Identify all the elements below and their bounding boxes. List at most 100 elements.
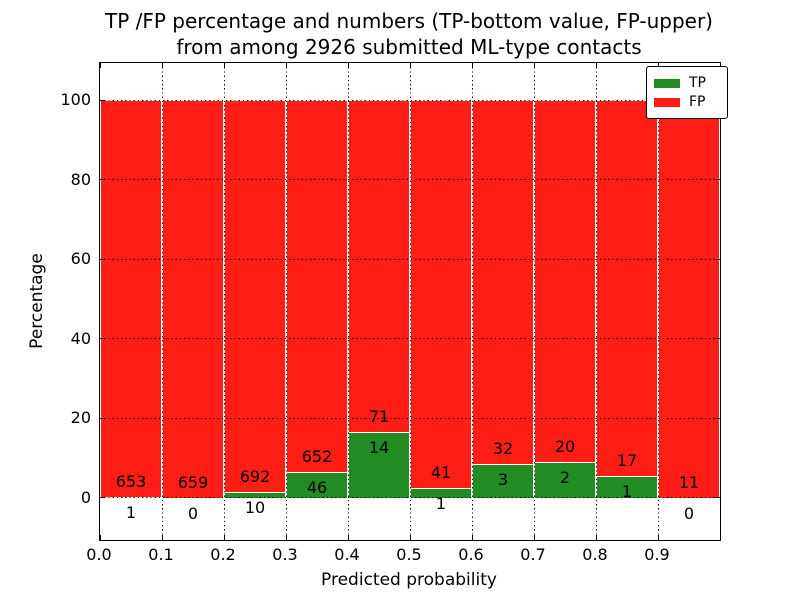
bar-segment-tp bbox=[472, 463, 534, 498]
y-tick-label: 100 bbox=[60, 90, 91, 110]
gridline-vertical bbox=[471, 63, 473, 540]
y-tick-mark bbox=[100, 99, 105, 101]
x-tick-label: 0.3 bbox=[272, 545, 298, 564]
bar-label-tp: 3 bbox=[497, 469, 509, 489]
y-tick-label: 80 bbox=[70, 169, 91, 189]
y-tick-label: 40 bbox=[70, 328, 91, 348]
x-tick-mark bbox=[161, 535, 163, 540]
x-tick-mark-top bbox=[719, 63, 721, 68]
x-tick-mark bbox=[223, 535, 225, 540]
gridline-vertical bbox=[533, 63, 535, 540]
bar-label-fp: 653 bbox=[115, 472, 147, 492]
plot-area: 653 1 659 0 692 10 652 46 71 14 41 1 32 3 20 2 17 1 11 0 TP… bbox=[99, 62, 728, 541]
bar-label-fp: 17 bbox=[616, 450, 638, 470]
bar-label-fp: 652 bbox=[301, 446, 333, 466]
x-tick-mark bbox=[533, 535, 535, 540]
grid-layer bbox=[100, 63, 720, 540]
x-tick-mark-top bbox=[595, 63, 597, 68]
gridline-vertical bbox=[161, 63, 163, 540]
y-tick-mark bbox=[100, 258, 105, 260]
x-tick-mark bbox=[99, 535, 101, 540]
x-tick-label: 0.1 bbox=[148, 545, 174, 564]
legend-label-tp: TP bbox=[689, 75, 706, 91]
bar-segment-fp bbox=[162, 100, 224, 498]
bar-segment-tp bbox=[534, 461, 596, 498]
x-tick-mark bbox=[285, 535, 287, 540]
legend-item-tp: TP bbox=[654, 75, 720, 92]
chart-title-line2: from among 2926 submitted ML-type contac… bbox=[176, 35, 642, 60]
x-tick-mark-top bbox=[161, 63, 163, 68]
x-tick-mark-top bbox=[223, 63, 225, 68]
bar-label-fp: 41 bbox=[430, 463, 452, 483]
x-tick-mark bbox=[719, 535, 721, 540]
x-tick-mark bbox=[595, 535, 597, 540]
gridline-vertical bbox=[657, 63, 659, 540]
y-tick-mark-right bbox=[715, 338, 720, 340]
x-tick-label: 0.2 bbox=[210, 545, 236, 564]
y-tick-label: 20 bbox=[70, 408, 91, 428]
legend-label-fp: FP bbox=[689, 93, 706, 110]
bar-label-tp: 2 bbox=[559, 467, 571, 487]
y-tick-mark-right bbox=[715, 417, 720, 419]
y-tick-mark bbox=[100, 338, 105, 340]
y-tick-mark-right bbox=[715, 258, 720, 260]
chart-title: TP /FP percentage and numbers (TP-bottom… bbox=[99, 8, 719, 61]
x-axis-label: Predicted probability bbox=[321, 570, 497, 590]
bar-label-tp: 14 bbox=[368, 438, 390, 458]
x-tick-mark bbox=[347, 535, 349, 540]
bar-segment-tp bbox=[286, 471, 348, 498]
y-tick-mark bbox=[100, 417, 105, 419]
bar-label-fp: 32 bbox=[492, 438, 514, 458]
x-tick-label: 0.8 bbox=[582, 545, 608, 564]
bar-label-tp: 1 bbox=[621, 481, 633, 501]
bar-segment-fp bbox=[596, 100, 658, 476]
y-axis-label: Percentage bbox=[27, 253, 47, 349]
bar-label-fp: 11 bbox=[678, 472, 700, 492]
tick-marks-layer bbox=[99, 63, 721, 540]
bar-label-tp: 10 bbox=[244, 498, 266, 518]
bar-label-fp: 20 bbox=[554, 436, 576, 456]
x-tick-mark bbox=[409, 535, 411, 540]
x-tick-label: 0.0 bbox=[86, 545, 112, 564]
bar-label-fp: 692 bbox=[239, 467, 271, 487]
chart-title-line1: TP /FP percentage and numbers (TP-bottom… bbox=[105, 9, 713, 33]
y-tick-mark bbox=[100, 497, 105, 499]
x-tick-mark-top bbox=[533, 63, 535, 68]
x-tick-label: 0.9 bbox=[644, 545, 670, 564]
bars-layer bbox=[100, 63, 720, 540]
x-tick-mark-top bbox=[657, 63, 659, 68]
bar-segment-fp bbox=[658, 100, 720, 498]
gridline-vertical bbox=[409, 63, 411, 540]
bar-segment-fp bbox=[100, 100, 162, 498]
y-tick-mark-right bbox=[715, 179, 720, 181]
x-tick-mark-top bbox=[347, 63, 349, 68]
x-tick-label: 0.7 bbox=[520, 545, 546, 564]
bar-label-tp: 1 bbox=[435, 494, 447, 514]
bar-label-fp: 71 bbox=[368, 407, 390, 427]
bar-label-fp: 659 bbox=[177, 472, 209, 492]
x-tick-mark-top bbox=[409, 63, 411, 68]
gridline-vertical bbox=[285, 63, 287, 540]
bar-label-tp: 1 bbox=[125, 503, 137, 523]
y-tick-label: 60 bbox=[70, 249, 91, 269]
y-tick-mark-right bbox=[715, 497, 720, 499]
x-tick-mark-top bbox=[471, 63, 473, 68]
y-tick-label: 0 bbox=[80, 487, 91, 507]
gridline-vertical bbox=[595, 63, 597, 540]
x-tick-label: 0.5 bbox=[396, 545, 422, 564]
bar-label-tp: 0 bbox=[683, 503, 695, 523]
fp-color-swatch bbox=[654, 97, 680, 107]
gridline-vertical bbox=[347, 63, 349, 540]
legend-item-fp: FP bbox=[654, 94, 720, 111]
y-tick-mark bbox=[100, 179, 105, 181]
x-tick-label: 0.4 bbox=[334, 545, 360, 564]
x-tick-mark-top bbox=[285, 63, 287, 68]
bar-label-tp: 46 bbox=[306, 477, 328, 497]
legend: TP FP bbox=[646, 66, 728, 119]
x-tick-mark-top bbox=[99, 63, 101, 68]
bar-label-tp: 0 bbox=[187, 503, 199, 523]
x-tick-mark bbox=[471, 535, 473, 540]
tp-color-swatch bbox=[654, 78, 680, 88]
bar-segment-fp bbox=[472, 100, 534, 464]
